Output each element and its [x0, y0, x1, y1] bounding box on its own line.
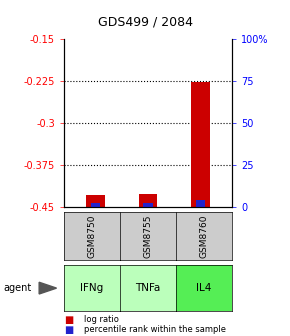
Text: GDS499 / 2084: GDS499 / 2084	[97, 15, 193, 28]
Bar	[139, 194, 157, 207]
Text: IL4: IL4	[196, 283, 212, 293]
Text: agent: agent	[3, 283, 31, 293]
Bar	[191, 82, 210, 207]
Text: ■: ■	[64, 325, 73, 335]
Text: log ratio: log ratio	[84, 316, 119, 324]
Text: TNFa: TNFa	[135, 283, 161, 293]
Text: percentile rank within the sample: percentile rank within the sample	[84, 326, 226, 334]
Text: ■: ■	[64, 315, 73, 325]
Text: IFNg: IFNg	[80, 283, 104, 293]
Text: GSM8760: GSM8760	[200, 214, 209, 258]
Bar	[143, 203, 153, 207]
Text: GSM8750: GSM8750	[87, 214, 96, 258]
Polygon shape	[39, 282, 57, 294]
Bar	[196, 200, 205, 207]
Text: GSM8755: GSM8755	[143, 214, 153, 258]
Bar	[90, 203, 100, 207]
Bar	[86, 196, 104, 207]
